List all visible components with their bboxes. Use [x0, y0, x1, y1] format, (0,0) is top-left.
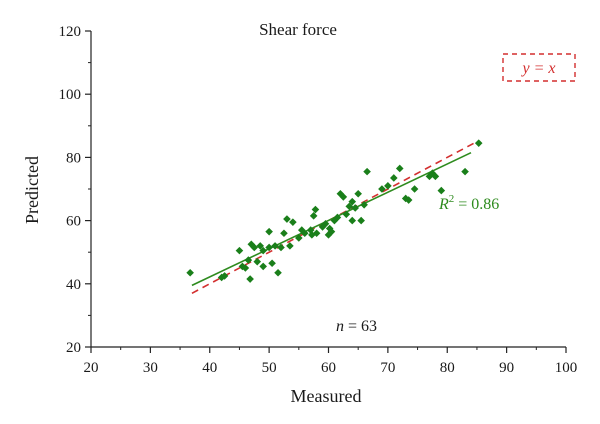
- data-point: [300, 229, 309, 238]
- data-point: [259, 246, 267, 255]
- x-tick-label: 30: [143, 360, 158, 376]
- data-point: [321, 219, 330, 228]
- data-point: [265, 227, 273, 236]
- data-point: [217, 273, 226, 282]
- data-point: [186, 268, 194, 277]
- y-tick-label: 80: [66, 150, 81, 166]
- data-point: [363, 167, 371, 176]
- y-tick-label: 120: [59, 24, 82, 40]
- data-point: [342, 210, 351, 219]
- data-point: [384, 182, 392, 190]
- data-point: [265, 243, 273, 252]
- data-point: [425, 172, 434, 181]
- r-squared-symbol: R: [438, 196, 449, 213]
- data-point: [318, 223, 327, 231]
- data-point: [404, 196, 413, 204]
- data-point: [268, 259, 276, 268]
- data-point: [256, 242, 265, 250]
- x-tick-label: 70: [380, 360, 395, 376]
- data-point: [277, 243, 285, 252]
- data-point: [395, 164, 404, 173]
- data-point: [295, 234, 303, 242]
- data-point: [348, 197, 357, 206]
- y-tick-label: 100: [59, 87, 82, 103]
- data-point: [360, 201, 368, 209]
- data-point: [348, 216, 357, 225]
- x-ticks: 20 30 40 50 60 70 80 90 100: [84, 347, 578, 376]
- sample-count-label: n = 63: [336, 318, 377, 335]
- data-point: [474, 139, 483, 147]
- data-point: [339, 193, 348, 201]
- y-tick-label: 20: [66, 340, 81, 356]
- data-point: [259, 262, 267, 271]
- identity-legend-box: [502, 53, 576, 82]
- x-tick-label: 80: [440, 360, 455, 376]
- data-points: [186, 139, 483, 283]
- data-point: [333, 213, 342, 222]
- x-tick-label: 50: [262, 360, 277, 376]
- x-axis-label: Measured: [291, 386, 362, 406]
- x-tick-label: 100: [555, 360, 578, 376]
- data-point: [410, 185, 419, 193]
- data-point: [289, 218, 297, 226]
- r-squared-value: = 0.86: [454, 196, 499, 213]
- data-point: [431, 172, 440, 181]
- data-point: [250, 243, 259, 252]
- data-point: [390, 174, 398, 182]
- data-point: [428, 169, 437, 177]
- data-point: [351, 204, 360, 212]
- sample-count-value: = 63: [344, 318, 377, 335]
- sample-count-symbol: n: [336, 318, 344, 335]
- data-point: [283, 215, 291, 223]
- data-point: [311, 205, 320, 214]
- data-point: [241, 264, 250, 272]
- data-point: [309, 212, 318, 220]
- data-point: [274, 268, 282, 277]
- data-point: [330, 216, 339, 225]
- regression-line: [191, 151, 472, 287]
- r-squared-superscript: 2: [449, 193, 455, 205]
- x-tick-label: 40: [202, 360, 217, 376]
- data-point: [437, 186, 446, 195]
- data-point: [297, 226, 306, 234]
- data-point: [357, 216, 365, 225]
- y-tick-label: 40: [66, 277, 81, 293]
- identity-legend: y = x: [502, 53, 576, 82]
- identity-legend-label: y = x: [521, 60, 556, 77]
- data-point: [378, 185, 386, 193]
- data-point: [312, 229, 321, 238]
- data-point: [220, 272, 229, 280]
- data-point: [246, 275, 254, 283]
- r-squared-label: R2 = 0.86: [438, 193, 499, 213]
- y-ticks: 20 40 60 80 100 120: [59, 24, 91, 356]
- data-point: [271, 242, 279, 250]
- data-point: [308, 231, 316, 239]
- y-axis-label: Predicted: [22, 156, 42, 224]
- x-tick-label: 90: [499, 360, 514, 376]
- data-point: [244, 256, 253, 264]
- data-point: [306, 226, 315, 234]
- data-point: [354, 189, 362, 198]
- x-tick-label: 20: [84, 360, 99, 376]
- data-point: [324, 231, 333, 239]
- data-point: [461, 167, 469, 176]
- y-tick-label: 60: [66, 214, 81, 230]
- x-tick-label: 60: [321, 360, 336, 376]
- data-point: [286, 242, 294, 250]
- data-point: [327, 227, 336, 236]
- data-point: [345, 202, 354, 211]
- data-point: [253, 257, 262, 266]
- data-point: [280, 229, 288, 238]
- data-point: [401, 194, 410, 203]
- data-point: [235, 246, 244, 255]
- chart-title: Shear force: [259, 20, 337, 39]
